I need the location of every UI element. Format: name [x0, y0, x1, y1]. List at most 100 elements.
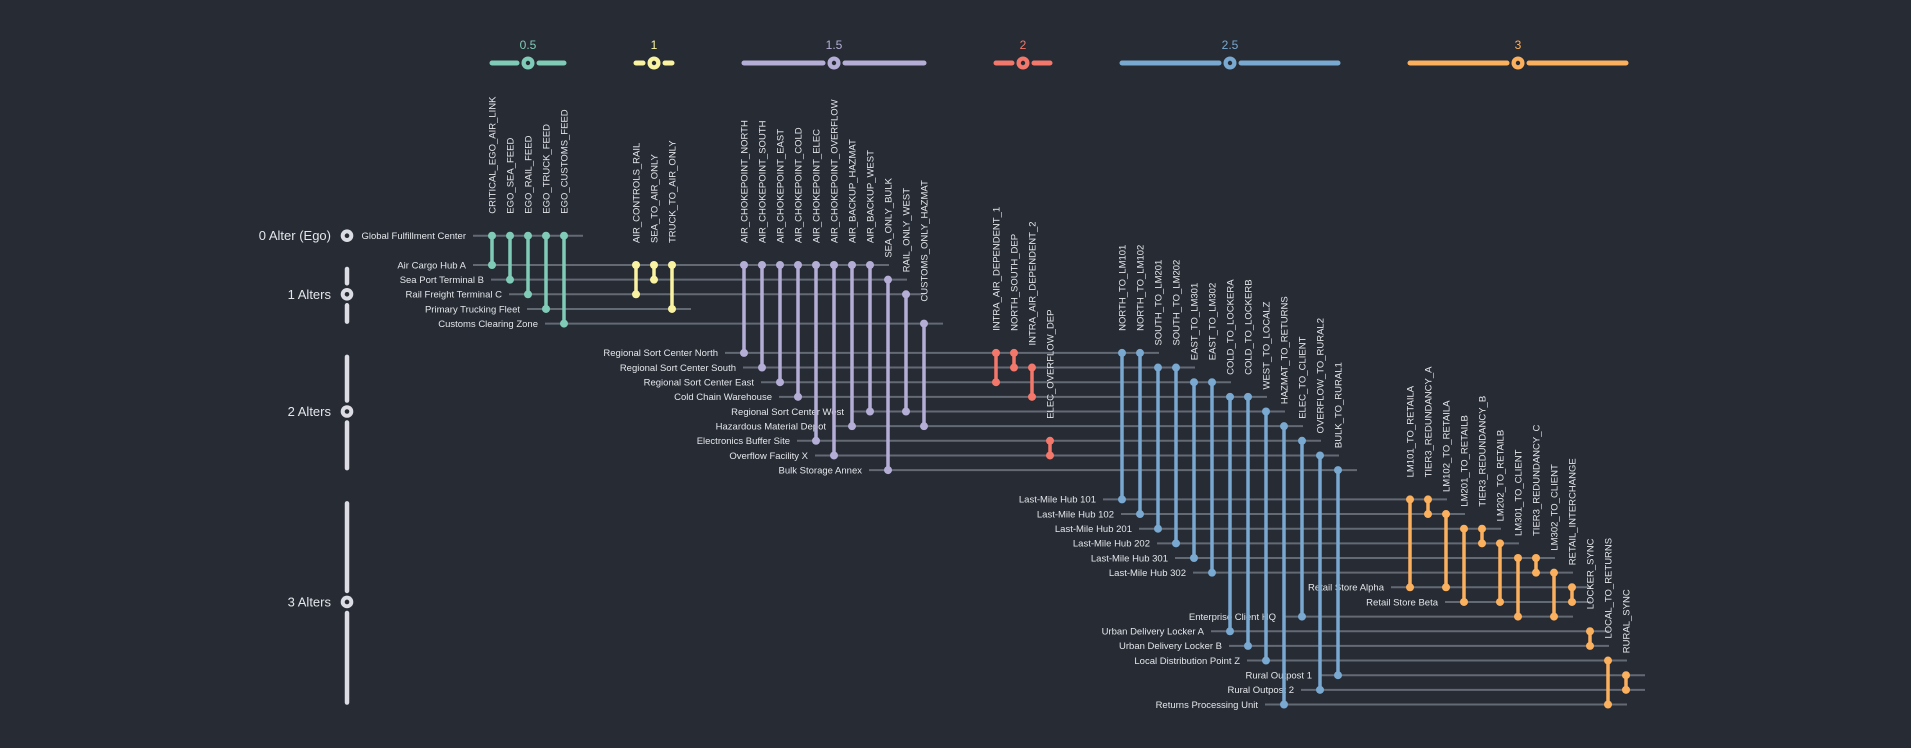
node-row[interactable]: Cold Chain Warehouse [674, 392, 1267, 403]
legend-item[interactable]: 0.5 [489, 38, 567, 70]
edge-label: CUSTOMS_ONLY_HAZMAT [920, 180, 931, 302]
node-row[interactable]: Bulk Storage Annex [779, 465, 1357, 476]
edge-column[interactable]: SOUTH_TO_LM202 [1172, 260, 1183, 548]
level-marker: 0 Alter (Ego) [259, 228, 354, 243]
node-row[interactable]: Last-Mile Hub 301 [1091, 553, 1555, 564]
node-row[interactable]: Retail Store Beta [1366, 597, 1591, 608]
edge-column[interactable]: AIR_CHOKEPOINT_SOUTH [758, 120, 769, 372]
edge-column[interactable]: EGO_SEA_FEED [506, 138, 517, 284]
edge-label: EGO_TRUCK_FEED [542, 124, 553, 214]
edge-column[interactable]: AIR_CHOKEPOINT_OVERFLOW [830, 99, 841, 460]
edge-column[interactable]: NORTH_TO_LM101 [1118, 245, 1129, 504]
edge-column[interactable]: TIER3_REDUNDANCY_B [1478, 396, 1489, 548]
level-ring-center [344, 233, 350, 238]
node-row[interactable]: Last-Mile Hub 202 [1073, 539, 1519, 550]
node-row[interactable]: Primary Trucking Fleet [425, 304, 691, 315]
edge-endpoint-dot [1190, 554, 1198, 562]
edge-column[interactable]: AIR_CONTROLS_RAIL [632, 143, 643, 299]
node-row[interactable]: Retail Store Alpha [1308, 583, 1591, 594]
node-row[interactable]: Rural Outpost 1 [1245, 671, 1645, 682]
node-row[interactable]: Last-Mile Hub 302 [1109, 568, 1573, 579]
edge-column[interactable]: LOCAL_TO_RETURNS [1604, 538, 1615, 709]
edge-column[interactable]: OVERFLOW_TO_RURAL2 [1316, 318, 1327, 694]
edge-column[interactable]: LM102_TO_RETAILA [1442, 400, 1453, 592]
node-row[interactable]: Enterprise Client HQ [1189, 612, 1573, 623]
node-row[interactable]: Urban Delivery Locker A [1102, 627, 1609, 638]
legend-item[interactable]: 2.5 [1119, 38, 1341, 70]
node-label: Retail Store Alpha [1308, 583, 1385, 594]
node-row[interactable]: Hazardous Material Depot [716, 421, 1303, 432]
edge-column[interactable]: NORTH_TO_LM102 [1136, 245, 1147, 519]
edge-column[interactable]: CRITICAL_EGO_AIR_LINK [488, 96, 499, 269]
edge-column[interactable]: AIR_CHOKEPOINT_COLD [794, 127, 805, 401]
edge-column[interactable]: RAIL_ONLY_WEST [902, 188, 913, 416]
edge-column[interactable]: EGO_RAIL_FEED [524, 135, 535, 299]
edge-column[interactable]: TIER3_REDUNDANCY_A [1424, 366, 1435, 519]
node-rows: Global Fulfillment Center Air Cargo Hub A… [361, 231, 1645, 711]
edge-column[interactable]: NORTH_SOUTH_DEP [1010, 234, 1021, 372]
edge-column[interactable]: WEST_TO_LOCALZ [1262, 301, 1273, 665]
edge-column[interactable]: LM202_TO_RETAILB [1496, 430, 1507, 606]
edge-column[interactable]: LM101_TO_RETAILA [1406, 385, 1417, 592]
edge-column[interactable]: COLD_TO_LOCKERA [1226, 279, 1237, 636]
edge-endpoint-dot [794, 261, 802, 269]
edge-column[interactable]: ELEC_OVERFLOW_DEP [1046, 310, 1057, 460]
node-row[interactable]: Electronics Buffer Site [697, 436, 1321, 447]
legend-item[interactable]: 1 [633, 38, 675, 70]
edge-label: LM302_TO_CLIENT [1550, 464, 1561, 551]
node-row[interactable]: Overflow Facility X [729, 451, 1339, 462]
node-row[interactable]: Last-Mile Hub 201 [1055, 524, 1501, 535]
node-label: Primary Trucking Fleet [425, 304, 520, 315]
node-row[interactable]: Regional Sort Center West [731, 407, 1285, 418]
legend-item[interactable]: 2 [993, 38, 1053, 70]
legend-ring-center [831, 60, 837, 66]
edge-column[interactable]: LM302_TO_CLIENT [1550, 464, 1561, 621]
edge-column[interactable]: BULK_TO_RURAL1 [1334, 362, 1345, 680]
edge-column[interactable]: AIR_CHOKEPOINT_EAST [776, 129, 787, 387]
edge-column[interactable]: AIR_CHOKEPOINT_ELEC [812, 129, 823, 445]
edge-column[interactable]: SEA_ONLY_BULK [884, 177, 895, 475]
edge-endpoint-dot [1442, 510, 1450, 519]
edge-column[interactable]: TIER3_REDUNDANCY_C [1532, 424, 1543, 577]
edge-endpoint-dot [1046, 451, 1054, 460]
edge-column[interactable]: RURAL_SYNC [1622, 589, 1633, 694]
edge-column[interactable]: LM201_TO_RETAILB [1460, 415, 1471, 606]
edge-label: SOUTH_TO_LM201 [1154, 260, 1165, 346]
edge-column[interactable]: COLD_TO_LOCKERB [1244, 279, 1255, 650]
node-row[interactable]: Returns Processing Unit [1156, 700, 1627, 711]
edge-column[interactable]: LOCKER_SYNC [1586, 538, 1597, 650]
edge-endpoint-dot [992, 348, 1000, 357]
edge-label: RURAL_SYNC [1622, 589, 1633, 653]
edge-column[interactable]: AIR_CHOKEPOINT_NORTH [740, 120, 751, 357]
node-row[interactable]: Last-Mile Hub 101 [1019, 495, 1447, 506]
node-row[interactable]: Sea Port Terminal B [400, 275, 907, 286]
edge-column[interactable]: INTRA_AIR_DEPENDENT_1 [992, 207, 1003, 387]
node-row[interactable]: Rail Freight Terminal C [406, 290, 925, 301]
node-row[interactable]: Regional Sort Center South [620, 363, 1195, 374]
edge-column[interactable]: EGO_CUSTOMS_FEED [560, 109, 571, 328]
edge-column[interactable]: EAST_TO_LM302 [1208, 283, 1219, 577]
edge-column[interactable]: EAST_TO_LM301 [1190, 283, 1201, 562]
legend-item[interactable]: 3 [1407, 38, 1629, 70]
edge-column[interactable]: ELEC_TO_CLIENT [1298, 336, 1309, 621]
node-label: Rail Freight Terminal C [406, 290, 503, 301]
legend-item[interactable]: 1.5 [741, 38, 927, 70]
edge-column[interactable]: TRUCK_TO_AIR_ONLY [668, 140, 679, 313]
edge-column[interactable]: RETAIL_INTERCHANGE [1568, 458, 1579, 606]
node-row[interactable]: Urban Delivery Locker B [1119, 641, 1609, 652]
node-row[interactable]: Local Distribution Point Z [1134, 656, 1627, 667]
node-row[interactable]: Regional Sort Center East [644, 378, 1231, 389]
node-row[interactable]: Last-Mile Hub 102 [1037, 509, 1465, 520]
edge-column[interactable]: CUSTOMS_ONLY_HAZMAT [920, 180, 931, 431]
edge-column[interactable]: EGO_TRUCK_FEED [542, 124, 553, 313]
edge-column[interactable]: AIR_BACKUP_HAZMAT [848, 139, 859, 431]
edge-column[interactable]: HAZMAT_TO_RETURNS [1280, 296, 1291, 709]
edge-column[interactable]: AIR_BACKUP_WEST [866, 150, 877, 416]
node-row[interactable]: Regional Sort Center North [603, 348, 1159, 359]
node-row[interactable]: Rural Outpost 2 [1227, 685, 1645, 696]
edge-column[interactable]: SEA_TO_AIR_ONLY [650, 153, 661, 284]
node-row[interactable]: Customs Clearing Zone [438, 319, 943, 330]
edge-column[interactable]: SOUTH_TO_LM201 [1154, 260, 1165, 533]
edge-column[interactable]: INTRA_AIR_DEPENDENT_2 [1028, 221, 1039, 401]
edge-column[interactable]: LM301_TO_CLIENT [1514, 449, 1525, 621]
